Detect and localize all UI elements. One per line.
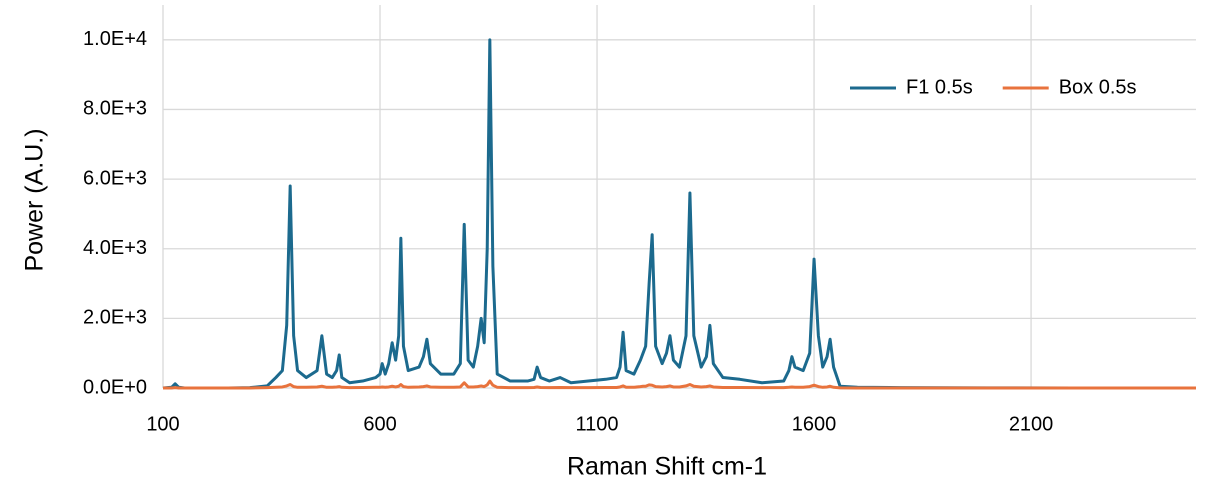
y-tick-label: 0.0E+0 — [83, 376, 147, 398]
y-tick-label: 4.0E+3 — [83, 237, 147, 259]
y-axis-title: Power (A.U.) — [21, 128, 49, 271]
legend-label: Box 0.5s — [1059, 76, 1137, 98]
x-tick-label: 1600 — [792, 413, 837, 435]
x-tick-label: 2100 — [1009, 413, 1054, 435]
series-line — [163, 379, 1196, 390]
y-tick-label: 1.0E+4 — [83, 28, 147, 50]
x-tick-label: 1100 — [576, 413, 619, 435]
x-tick-label: 600 — [363, 413, 396, 435]
series-line — [162, 38, 1196, 390]
y-tick-label: 2.0E+3 — [83, 307, 147, 329]
x-tick-label: 100 — [146, 413, 179, 435]
y-tick-label: 6.0E+3 — [83, 167, 147, 189]
x-axis-title: Raman Shift cm-1 — [567, 453, 767, 481]
legend-label: F1 0.5s — [906, 76, 973, 98]
y-tick-label: 8.0E+3 — [83, 98, 147, 120]
